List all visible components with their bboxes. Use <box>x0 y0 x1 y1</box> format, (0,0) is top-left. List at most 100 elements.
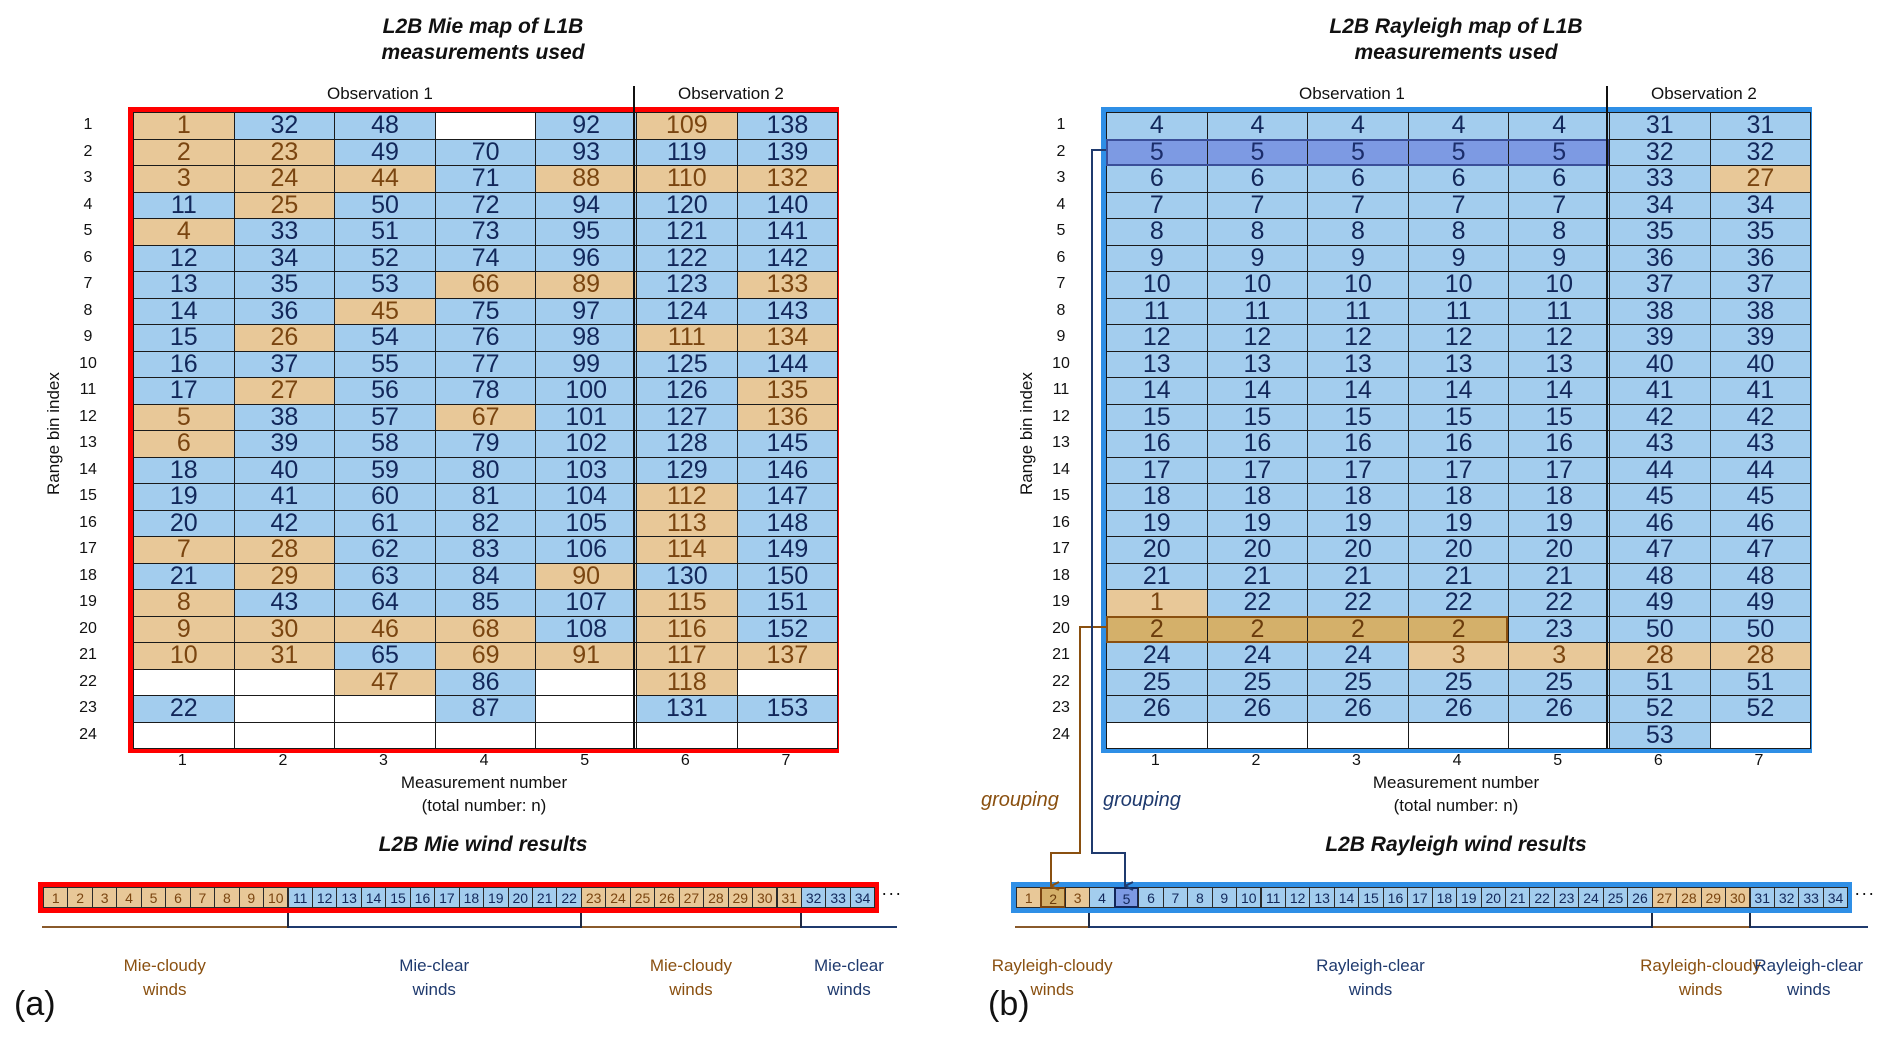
rayleigh-cell: 10 <box>1508 271 1610 299</box>
mie-cell: 147 <box>736 483 839 511</box>
mie-cell: 62 <box>334 536 436 564</box>
rayleigh-wind-group-label-line2: winds <box>1348 980 1393 999</box>
mie-cell: 37 <box>233 350 336 378</box>
rayleigh-cell: 9 <box>1106 244 1208 272</box>
rayleigh-cell: 10 <box>1307 271 1409 299</box>
mie-cell <box>535 668 637 696</box>
mie-row-label: 17 <box>79 540 97 557</box>
rayleigh-result-cell: 1 <box>1016 887 1042 908</box>
rayleigh-cell: 4 <box>1206 112 1309 140</box>
rayleigh-cell: 26 <box>1307 695 1409 723</box>
rayleigh-cell: 17 <box>1508 456 1610 484</box>
mie-row-label: 14 <box>79 460 97 478</box>
mie-cell: 129 <box>636 456 738 484</box>
mie-cell: 43 <box>233 589 336 617</box>
mie-results-title: L2B Mie wind results <box>378 833 588 856</box>
rayleigh-cell: 10 <box>1407 271 1510 299</box>
mie-cell: 41 <box>233 483 336 511</box>
mie-cell: 132 <box>736 165 839 193</box>
mie-cell: 134 <box>736 324 839 352</box>
rayleigh-row-label: 10 <box>1052 354 1070 372</box>
rayleigh-observation-divider <box>1606 86 1608 748</box>
mie-cell: 46 <box>334 615 436 643</box>
mie-cell: 11 <box>133 191 235 219</box>
rayleigh-wind-group-label-line2: winds <box>1787 980 1831 999</box>
rayleigh-row-label: 9 <box>1056 328 1066 345</box>
mie-group-tick <box>286 913 289 928</box>
mie-cell: 79 <box>434 430 537 458</box>
mie-cell: 39 <box>233 430 336 458</box>
mie-cell: 29 <box>233 562 336 590</box>
rayleigh-cell: 5 <box>1508 138 1610 166</box>
mie-cell <box>434 112 537 140</box>
grouping-clear-label: grouping <box>1103 789 1181 811</box>
mie-cell: 45 <box>334 297 436 325</box>
rayleigh-cell: 9 <box>1307 244 1409 272</box>
mie-cell: 61 <box>334 509 436 537</box>
rayleigh-cell: 15 <box>1508 403 1610 431</box>
rayleigh-result-cell: 25 <box>1602 887 1629 908</box>
rayleigh-cell: 10 <box>1106 271 1208 299</box>
mie-cell: 71 <box>434 165 537 193</box>
rayleigh-cell: 12 <box>1407 324 1510 352</box>
mie-cell: 51 <box>334 218 436 246</box>
rayleigh-cell: 35 <box>1709 218 1812 246</box>
rayleigh-cell: 39 <box>1709 324 1812 352</box>
mie-column-label: 7 <box>781 752 791 769</box>
rayleigh-result-cell: 9 <box>1211 887 1238 908</box>
rayleigh-row-label: 5 <box>1056 222 1066 239</box>
rayleigh-cell: 16 <box>1407 430 1510 458</box>
mie-cell: 33 <box>233 218 336 246</box>
rayleigh-cell: 7 <box>1307 191 1409 219</box>
rayleigh-wind-group-label-line1: Rayleigh-cloudy <box>1640 956 1762 975</box>
mie-wind-group-label-line1: Mie-cloudy <box>649 956 733 975</box>
mie-cell: 99 <box>535 350 637 378</box>
mie-wind-group-label-line1: Mie-clear <box>399 956 470 975</box>
mie-cell: 90 <box>535 562 637 590</box>
rayleigh-cell: 24 <box>1106 642 1208 670</box>
mie-row-label: 16 <box>79 513 97 531</box>
rayleigh-row-label: 12 <box>1052 407 1070 425</box>
mie-row-label: 2 <box>83 142 93 160</box>
rayleigh-row-label: 3 <box>1056 169 1066 186</box>
mie-wind-group-label-line1: Mie-clear <box>814 956 884 975</box>
rayleigh-cell: 25 <box>1407 668 1510 696</box>
mie-cell: 56 <box>334 377 436 405</box>
rayleigh-row-label: 24 <box>1052 725 1070 743</box>
grouping-cloudy-label: grouping <box>981 789 1059 811</box>
mie-cell: 135 <box>736 377 839 405</box>
rayleigh-cell <box>1106 721 1208 749</box>
mie-x-axis-label: Measurement number (total number: n) <box>334 771 634 817</box>
rayleigh-cell: 33 <box>1609 165 1711 193</box>
mie-cell: 5 <box>133 403 235 431</box>
mie-cell: 21 <box>133 562 235 590</box>
mie-x-axis-label-line1: Measurement number <box>400 773 568 792</box>
rayleigh-cell: 45 <box>1609 483 1711 511</box>
mie-row-label: 22 <box>79 672 97 690</box>
mie-row-label: 20 <box>79 619 97 637</box>
mie-cell: 89 <box>535 271 637 299</box>
rayleigh-row-label: 21 <box>1052 646 1070 663</box>
mie-cell: 146 <box>736 456 839 484</box>
rayleigh-column-label: 3 <box>1352 752 1361 769</box>
mie-cell: 104 <box>535 483 637 511</box>
rayleigh-column-label: 4 <box>1452 752 1462 769</box>
rayleigh-cell: 13 <box>1206 350 1309 378</box>
rayleigh-cell: 9 <box>1508 244 1610 272</box>
mie-result-cell: 9 <box>238 887 265 908</box>
rayleigh-row-label: 8 <box>1056 301 1066 319</box>
mie-cell: 13 <box>133 271 235 299</box>
mie-cell: 63 <box>334 562 436 590</box>
rayleigh-result-cell: 13 <box>1309 887 1335 908</box>
mie-row-label: 12 <box>79 407 97 425</box>
rayleigh-cell: 17 <box>1407 456 1510 484</box>
mie-group-line <box>800 926 897 928</box>
rayleigh-column-label: 1 <box>1150 752 1160 769</box>
mie-map-title: L2B Mie map of L1B measurements used <box>283 14 683 66</box>
mie-result-cell: 4 <box>116 887 142 908</box>
rayleigh-cell: 37 <box>1709 271 1812 299</box>
mie-column-label: 2 <box>278 752 288 769</box>
rayleigh-cell: 26 <box>1508 695 1610 723</box>
rayleigh-result-cell: 10 <box>1236 887 1262 908</box>
rayleigh-cell: 3 <box>1407 642 1510 670</box>
